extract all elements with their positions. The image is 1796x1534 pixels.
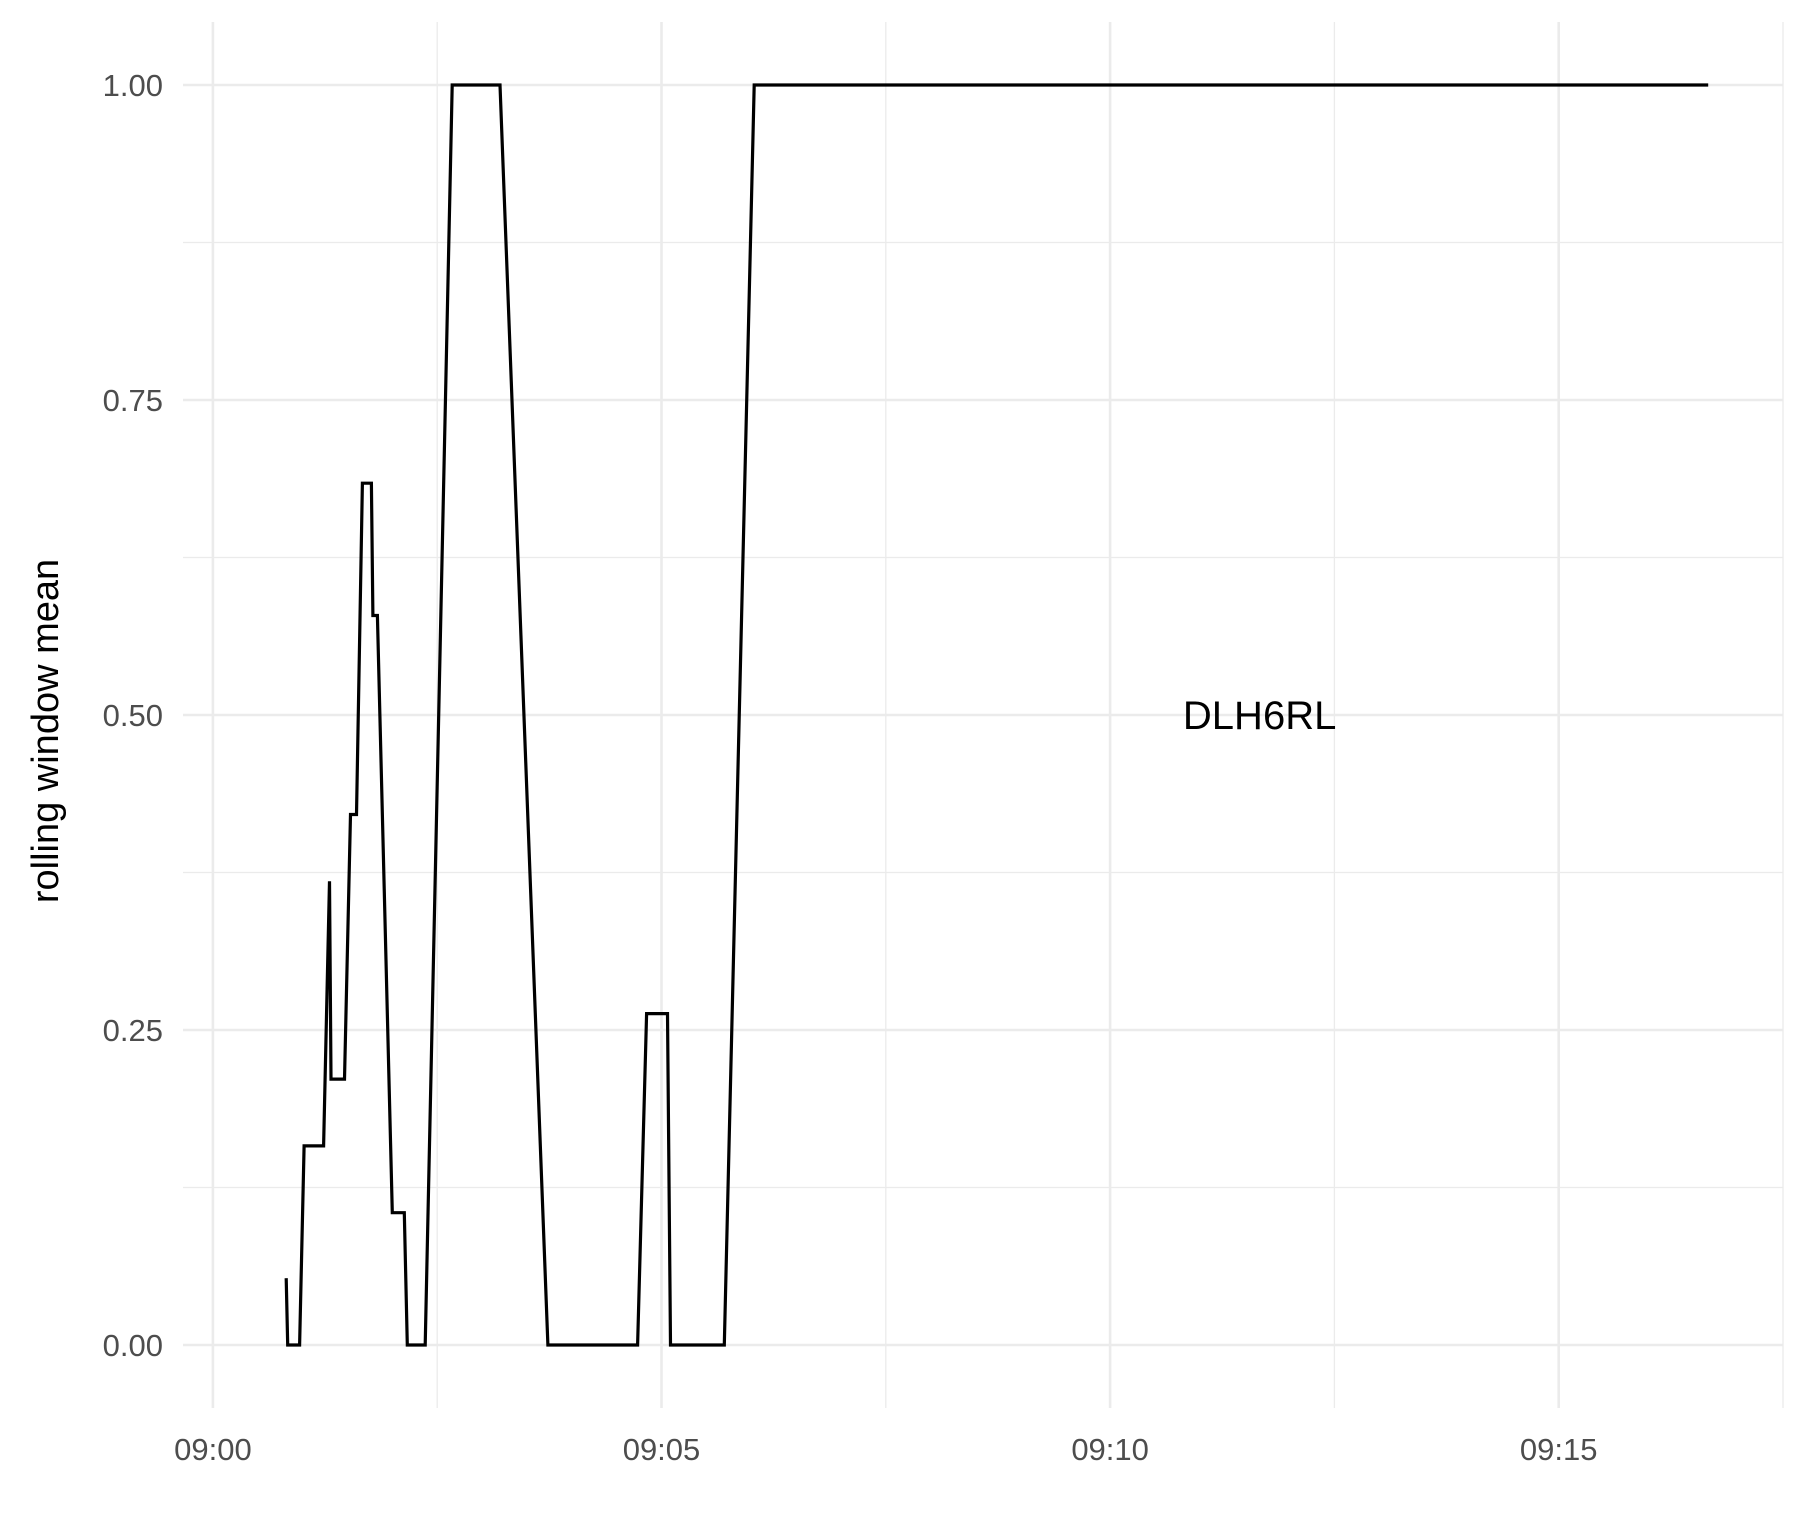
y-tick-label: 1.00: [103, 68, 163, 103]
x-tick-label: 09:00: [174, 1432, 252, 1467]
series-annotation: DLH6RL: [1183, 694, 1336, 738]
x-tick-label: 09:10: [1071, 1432, 1149, 1467]
y-axis-title: rolling window mean: [25, 559, 67, 903]
x-tick-label: 09:15: [1520, 1432, 1598, 1467]
major-gridlines: [183, 22, 1783, 1408]
y-tick-label: 0.75: [103, 383, 163, 418]
y-tick-label: 0.50: [103, 698, 163, 733]
x-tick-label: 09:05: [623, 1432, 701, 1467]
series-line: [284, 83, 1709, 1347]
series-layer: [284, 83, 1709, 1347]
tick-labels: 0.00 0.25 0.50 0.75 1.00 09:00 09:05 09:10 09:15: [103, 68, 1598, 1467]
y-tick-label: 0.00: [103, 1328, 163, 1363]
y-tick-label: 0.25: [103, 1013, 163, 1048]
